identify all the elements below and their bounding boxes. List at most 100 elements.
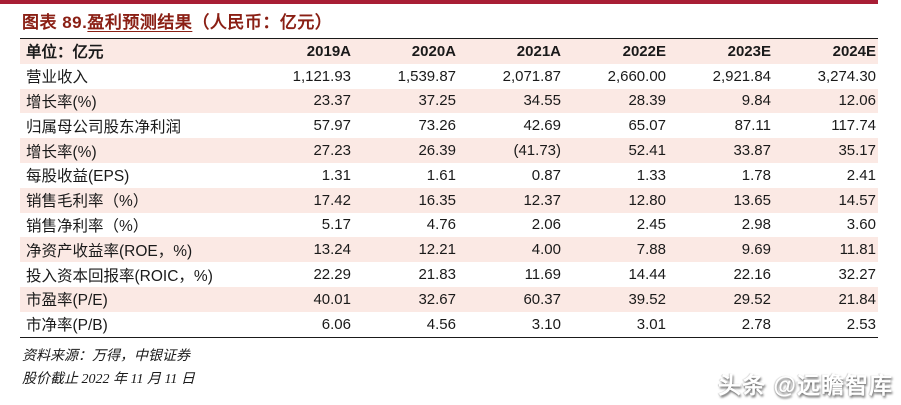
table-row: 市盈率(P/E) 40.01 32.67 60.37 39.52 29.52 21.84 [20,286,878,312]
price-date-note: 股价截止 2022 年 11 月 11 日 [22,371,195,387]
row-label: 增长率(%) [26,143,97,161]
figure-title-suffix: （人民币：亿元） [192,13,333,32]
cell-value: 27.23 [313,142,351,160]
cell-value: 12.80 [628,191,666,209]
cell-value: 11.69 [524,266,561,284]
cell-value: 2.78 [741,315,771,333]
row-label: 归属母公司股东净利润 [26,118,182,136]
cell-value: 2.06 [531,216,561,234]
cell-value: 16.35 [418,191,456,209]
cell-value: 2.41 [846,166,876,184]
year-header-2021A: 2021A [516,42,561,60]
cell-value: 65.07 [628,117,666,135]
figure-title-underlined: 盈利预测结果 [87,13,193,32]
row-label: 市净率(P/B) [26,317,108,335]
cell-value: 35.17 [838,142,876,160]
cell-value: 22.29 [313,266,351,284]
cell-value: 3.01 [636,315,666,333]
cell-value: 4.00 [531,241,561,259]
row-label: 每股收益(EPS) [26,168,130,186]
cell-value: 12.06 [838,92,876,110]
cell-value: 28.39 [628,92,666,110]
cell-value: 26.39 [418,142,456,160]
year-header-2023E: 2023E [727,42,771,60]
cell-value: 2.53 [846,315,876,333]
table-row: 每股收益(EPS) 1.31 1.61 0.87 1.33 1.78 2.41 [20,163,878,188]
cell-value: 13.24 [313,241,351,259]
cell-value: 57.97 [313,117,351,135]
cell-value: 3,274.30 [817,67,876,85]
cell-value: 14.44 [628,266,666,284]
cell-value: 12.21 [418,241,456,259]
cell-value: 9.69 [741,241,771,259]
cell-value: 4.56 [426,315,456,333]
cell-value: 1,539.87 [397,67,456,85]
table-row: 销售毛利率（%） 17.42 16.35 12.37 12.80 13.65 14.57 [20,187,878,213]
unit-header-cell: 单位：亿元 [26,44,104,62]
cell-value: 11.81 [839,241,876,259]
cell-value: 73.26 [418,117,456,135]
cell-value: 40.01 [313,290,351,308]
table-row: 销售净利率（%） 5.17 4.76 2.06 2.45 2.98 3.60 [20,213,878,238]
year-header-2024E: 2024E [832,42,876,60]
table-row: 营业收入 1,121.93 1,539.87 2,071.87 2,660.00 2,92… [20,64,878,89]
cell-value: 1.78 [741,166,771,184]
cell-value: 23.37 [313,92,351,110]
cell-value: 39.52 [628,290,666,308]
year-header-2020A: 2020A [411,42,456,60]
cell-value: 32.67 [418,290,456,308]
title-divider [20,38,878,39]
cell-value: 9.84 [741,92,771,110]
cell-value: 3.60 [846,216,876,234]
cell-value: 22.16 [733,266,771,284]
table-footnotes: 资料来源：万得，中银证券 股价截止 2022 年 11 月 11 日 [22,345,878,391]
forecast-table: 单位：亿元 2019A 2020A 2021A 2022E 2023E 2024… [20,39,878,338]
cell-value: 4.76 [426,216,456,234]
cell-value: 2,071.87 [502,67,561,85]
cell-value: 6.06 [321,315,351,333]
cell-value: 0.87 [531,166,561,184]
row-label: 净资产收益率(ROE，%) [26,242,193,260]
cell-value: 5.17 [321,216,351,234]
cell-value: 2.45 [636,216,666,234]
cell-value: 7.88 [636,241,666,259]
row-label: 营业收入 [26,69,89,87]
row-label: 市盈率(P/E) [26,292,108,310]
cell-value: 2,921.84 [712,67,771,85]
table-row: 投入资本回报率(ROIC，%) 22.29 21.83 11.69 14.44 22.16… [20,262,878,287]
table-row: 市净率(P/B) 6.06 4.56 3.10 3.01 2.78 2.53 [20,312,878,337]
row-label: 投入资本回报率(ROIC，%) [26,267,213,285]
cell-value: 2,660.00 [607,67,666,85]
cell-value: 117.74 [831,117,876,135]
row-label: 销售毛利率（%） [26,193,149,211]
cell-value: 42.69 [523,117,561,135]
cell-value: 34.55 [523,92,561,110]
cell-value: 1,121.93 [292,67,351,85]
cell-value: 13.65 [733,191,771,209]
cell-value: 21.84 [838,290,876,308]
cell-value: 1.31 [321,166,351,184]
table-row: 归属母公司股东净利润 57.97 73.26 42.69 65.07 87.11 117.7… [20,113,878,138]
source-note: 资料来源：万得，中银证券 [22,348,190,364]
cell-value: 1.61 [426,166,456,184]
cell-value: 12.37 [523,191,561,209]
table-row: 净资产收益率(ROE，%) 13.24 12.21 4.00 7.88 9.69 11.81 [20,237,878,263]
cell-value: 87.11 [734,117,771,135]
figure-title-prefix: 图表 89. [22,13,88,32]
cell-value: 52.41 [628,142,666,160]
cell-value: 3.10 [531,315,561,333]
cell-value: 1.33 [636,166,666,184]
cell-value: (41.73) [513,142,561,160]
year-header-2019A: 2019A [306,42,351,60]
cell-value: 33.87 [733,142,771,160]
row-label: 销售净利率（%） [26,217,149,235]
cell-value: 17.42 [313,191,351,209]
figure-title: 图表 89.盈利预测结果（人民币：亿元） [22,12,878,33]
watermark: 头条 @远瞻智库 [718,372,893,398]
table-header-row: 单位：亿元 2019A 2020A 2021A 2022E 2023E 2024… [20,39,878,64]
row-label: 增长率(%) [26,93,97,111]
cell-value: 21.83 [418,266,456,284]
cell-value: 37.25 [418,92,456,110]
figure-content: 图表 89.盈利预测结果（人民币：亿元） 单位：亿元 2019A 2020A 2… [20,4,878,391]
cell-value: 32.27 [838,266,876,284]
